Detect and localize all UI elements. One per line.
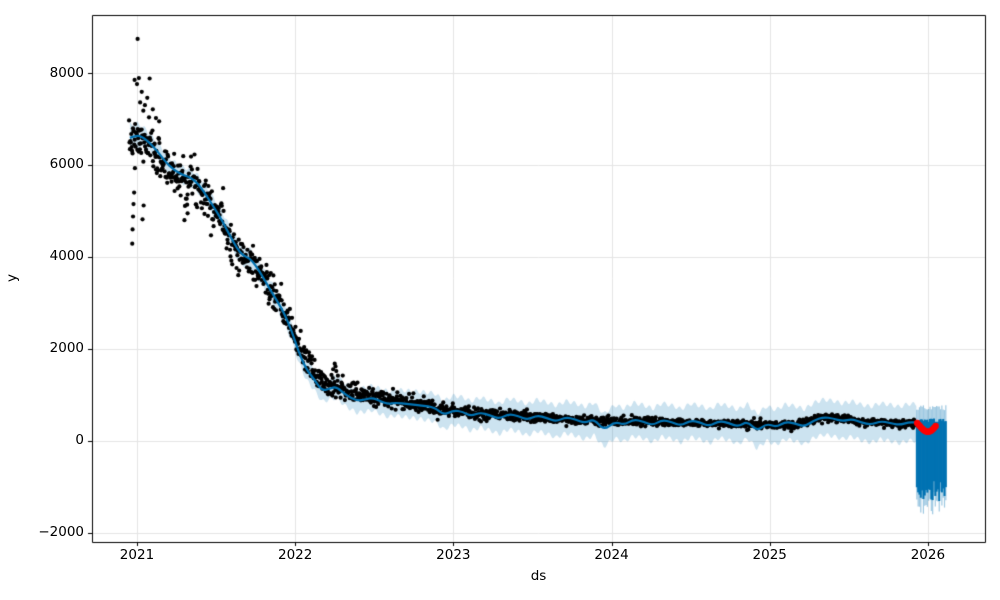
x-tick-label: 2023 [436,547,471,563]
x-tick-label: 2026 [910,547,946,563]
x-axis-label: ds [530,568,547,584]
y-tick-label: 6000 [49,156,84,173]
x-tick-label: 2021 [119,547,155,563]
y-tick-label: 2000 [49,340,84,357]
x-tick-label: 2025 [752,547,787,563]
y-tick-label: 0 [75,432,84,449]
x-tick-label: 2022 [277,547,313,563]
y-tick-label: 8000 [49,64,84,81]
x-tick-label: 2024 [594,547,629,563]
y-axis-label: y [4,273,20,282]
y-tick-label: −2000 [38,524,84,541]
y-tick-label: 4000 [49,248,84,265]
